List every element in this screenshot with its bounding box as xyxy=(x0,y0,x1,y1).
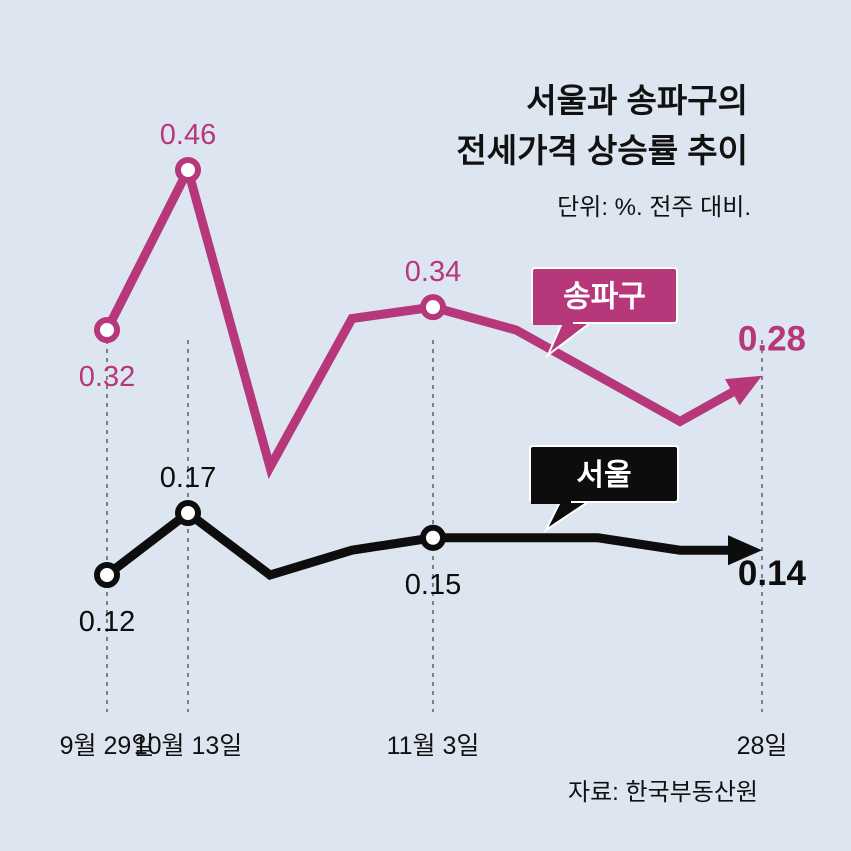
songpa-data-label: 0.32 xyxy=(79,361,135,393)
source-note: 자료: 한국부동산원 xyxy=(568,779,758,806)
seoul-legend-label: 서울 xyxy=(576,459,631,492)
songpa-data-label: 0.46 xyxy=(160,119,216,151)
chart-title-line2: 전세가격 상승률 추이 xyxy=(456,132,748,169)
songpa-data-label: 0.34 xyxy=(405,256,461,288)
x-tick-label: 10월 13일 xyxy=(134,732,243,760)
songpa-arrowhead xyxy=(724,375,762,406)
x-tick-label: 11월 3일 xyxy=(387,732,480,760)
chart-title-line1: 서울과 송파구의 xyxy=(526,82,748,119)
seoul-badge-tail xyxy=(543,501,592,533)
seoul-arrowhead xyxy=(728,535,762,566)
songpa-badge-seam xyxy=(533,321,573,325)
songpa-marker xyxy=(420,294,446,321)
songpa-marker xyxy=(175,157,201,183)
seoul-marker xyxy=(175,500,201,526)
seoul-data-label: 0.12 xyxy=(79,606,135,638)
songpa-badge-tail xyxy=(545,322,593,359)
unit-note: 단위: %. 전주 대비. xyxy=(557,194,751,221)
x-tick-label: 28일 xyxy=(737,732,788,760)
seoul-marker xyxy=(94,562,120,588)
seoul-badge-seam xyxy=(531,500,571,504)
songpa-marker xyxy=(94,317,120,343)
seoul-marker xyxy=(420,524,446,551)
songpa-legend-label: 송파구 xyxy=(563,281,646,314)
songpa-badge xyxy=(531,267,678,324)
x-tick-label: 9월 29일 xyxy=(60,732,155,760)
seoul-data-label: 0.17 xyxy=(160,462,216,494)
seoul-data-label: 0.15 xyxy=(405,569,461,601)
seoul-end-label: 0.14 xyxy=(738,554,807,593)
songpa-end-label: 0.28 xyxy=(738,320,806,359)
seoul-badge xyxy=(529,445,679,503)
